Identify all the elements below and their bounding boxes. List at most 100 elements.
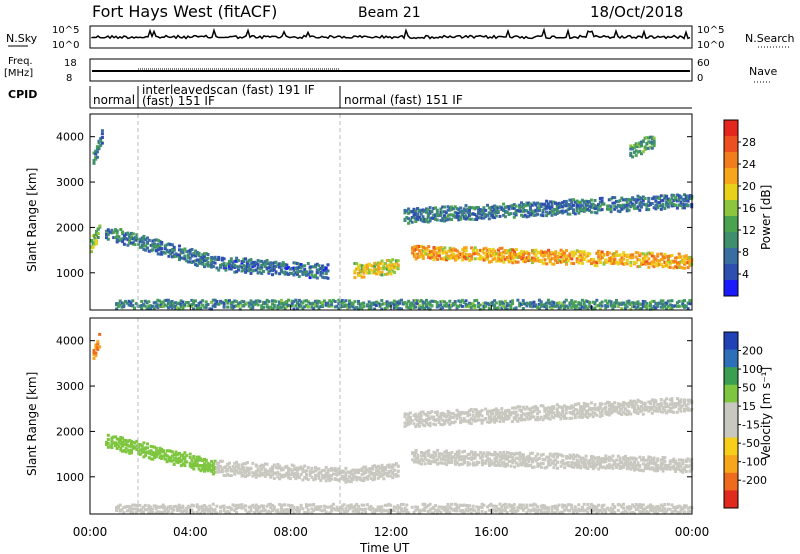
echo-cell xyxy=(683,206,686,210)
echo-cell xyxy=(641,202,645,206)
echo-cell xyxy=(623,204,627,207)
echo-cell xyxy=(355,267,359,271)
echo-cell xyxy=(572,198,575,202)
echo-cell xyxy=(378,302,382,306)
echo-cell xyxy=(446,502,450,506)
echo-cell xyxy=(129,510,133,514)
echo-cell xyxy=(652,257,656,261)
echo-cell xyxy=(598,402,602,406)
echo-cell xyxy=(529,463,533,467)
echo-cell xyxy=(509,256,513,260)
echo-cell xyxy=(445,258,449,262)
echo-cell xyxy=(527,256,531,260)
echo-cell xyxy=(668,466,672,469)
echo-cell xyxy=(437,304,441,308)
echo-cell xyxy=(487,206,491,210)
echo-cell xyxy=(450,502,454,506)
echo-cell xyxy=(249,299,253,303)
echo-cell xyxy=(498,464,502,468)
echo-cell xyxy=(181,248,185,252)
echo-cell xyxy=(428,508,432,512)
echo-cell xyxy=(563,466,567,470)
echo-cell xyxy=(240,304,244,308)
echo-cell xyxy=(681,260,685,264)
echo-cell xyxy=(169,449,173,453)
echo-cell xyxy=(391,301,394,305)
echo-cell xyxy=(229,468,233,471)
echo-cell xyxy=(554,511,557,515)
echo-cell xyxy=(633,463,636,467)
echo-cell xyxy=(550,300,554,304)
echo-cell xyxy=(641,256,645,260)
echo-cell xyxy=(527,417,531,421)
echo-cell xyxy=(362,271,366,275)
echo-cell xyxy=(256,511,260,515)
echo-cell xyxy=(486,505,489,509)
echo-cell xyxy=(357,299,360,303)
echo-cell xyxy=(254,302,258,306)
echo-cell xyxy=(94,343,98,347)
echo-cell xyxy=(414,425,418,428)
echo-cell xyxy=(518,408,522,412)
echo-cell xyxy=(263,508,267,512)
echo-cell xyxy=(455,503,459,507)
echo-cell xyxy=(459,509,463,513)
echo-cell xyxy=(401,502,405,506)
echo-cell xyxy=(258,473,262,477)
echo-cell xyxy=(618,302,622,306)
echo-cell xyxy=(638,302,642,306)
echo-cell xyxy=(469,306,473,310)
echo-cell xyxy=(586,411,590,415)
echo-cell xyxy=(315,262,319,266)
echo-cell xyxy=(426,423,430,427)
echo-cell xyxy=(137,452,141,456)
echo-cell xyxy=(407,421,411,424)
echo-cell xyxy=(364,507,368,511)
echo-cell xyxy=(514,260,518,264)
echo-cell xyxy=(554,458,558,462)
echo-cell xyxy=(531,451,534,455)
echo-cell xyxy=(135,444,139,448)
echo-cell xyxy=(117,239,121,243)
echo-cell xyxy=(421,208,425,212)
echo-cell xyxy=(561,454,565,458)
echo-cell xyxy=(464,419,468,423)
echo-cell xyxy=(174,304,178,308)
echo-cell xyxy=(443,256,447,260)
echo-cell xyxy=(494,205,498,209)
echo-cell xyxy=(609,256,613,260)
echo-cell xyxy=(514,255,518,259)
echo-cell xyxy=(170,511,174,515)
echo-cell xyxy=(315,268,319,272)
echo-cell xyxy=(432,505,436,509)
echo-cell xyxy=(391,263,395,267)
echo-cell xyxy=(480,256,484,260)
echo-cell xyxy=(629,456,633,460)
echo-cell xyxy=(488,252,491,256)
echo-cell xyxy=(675,266,679,270)
echo-cell xyxy=(561,405,565,409)
echo-cell xyxy=(473,218,477,221)
echo-cell xyxy=(580,407,584,410)
echo-cell xyxy=(473,304,477,308)
echo-cell xyxy=(455,214,459,218)
echo-cell xyxy=(351,506,355,510)
echo-cell xyxy=(459,210,463,214)
echo-cell xyxy=(663,405,667,409)
echo-cell xyxy=(165,298,169,302)
echo-cell xyxy=(362,269,366,273)
echo-cell xyxy=(416,302,420,305)
echo-cell xyxy=(520,302,523,306)
echo-cell xyxy=(425,418,428,422)
echo-cell xyxy=(686,195,690,199)
echo-cell xyxy=(616,454,620,458)
echo-cell xyxy=(625,456,629,460)
echo-cell xyxy=(539,253,543,257)
echo-cell xyxy=(229,264,233,268)
echo-cell xyxy=(656,261,660,265)
echo-cell xyxy=(229,260,233,264)
echo-cell xyxy=(294,298,298,302)
echo-cell xyxy=(357,307,360,311)
echo-cell xyxy=(627,404,631,408)
echo-cell xyxy=(192,511,196,515)
